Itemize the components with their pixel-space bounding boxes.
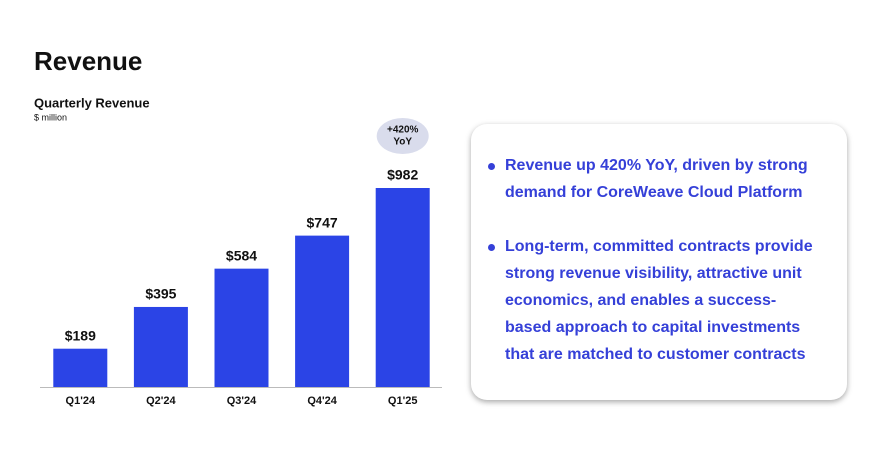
- annotation-bubble: [376, 118, 429, 154]
- value-label: $395: [145, 286, 176, 302]
- page-title: Revenue: [34, 46, 142, 76]
- x-tick-label: Q2'24: [146, 395, 176, 407]
- bar: [53, 348, 108, 387]
- value-label: $747: [307, 214, 338, 230]
- annotation: YoY: [393, 137, 412, 148]
- bullet-box: Revenue up 420% YoY, driven by strong de…: [471, 124, 847, 400]
- chart-subtitle: $ million: [34, 112, 67, 122]
- bullet-list: Revenue up 420% YoY, driven by strong de…: [487, 152, 817, 368]
- value-label: $189: [65, 327, 96, 343]
- chart-title: Quarterly Revenue: [34, 95, 150, 110]
- bar: [133, 306, 188, 387]
- x-tick-label: Q1'25: [388, 395, 418, 407]
- bar: [295, 235, 350, 387]
- x-tick-label: Q4'24: [307, 395, 337, 407]
- bar: [375, 188, 430, 387]
- x-tick-label: Q3'24: [227, 395, 257, 407]
- bullet: Revenue up 420% YoY, driven by strong de…: [487, 152, 817, 206]
- value-label: $982: [387, 167, 418, 183]
- bullet: Long-term, committed contracts provide s…: [487, 233, 817, 368]
- value-label: $584: [226, 247, 257, 263]
- bar: [214, 268, 269, 387]
- annotation: +420%: [387, 125, 419, 136]
- x-tick-label: Q1'24: [66, 395, 96, 407]
